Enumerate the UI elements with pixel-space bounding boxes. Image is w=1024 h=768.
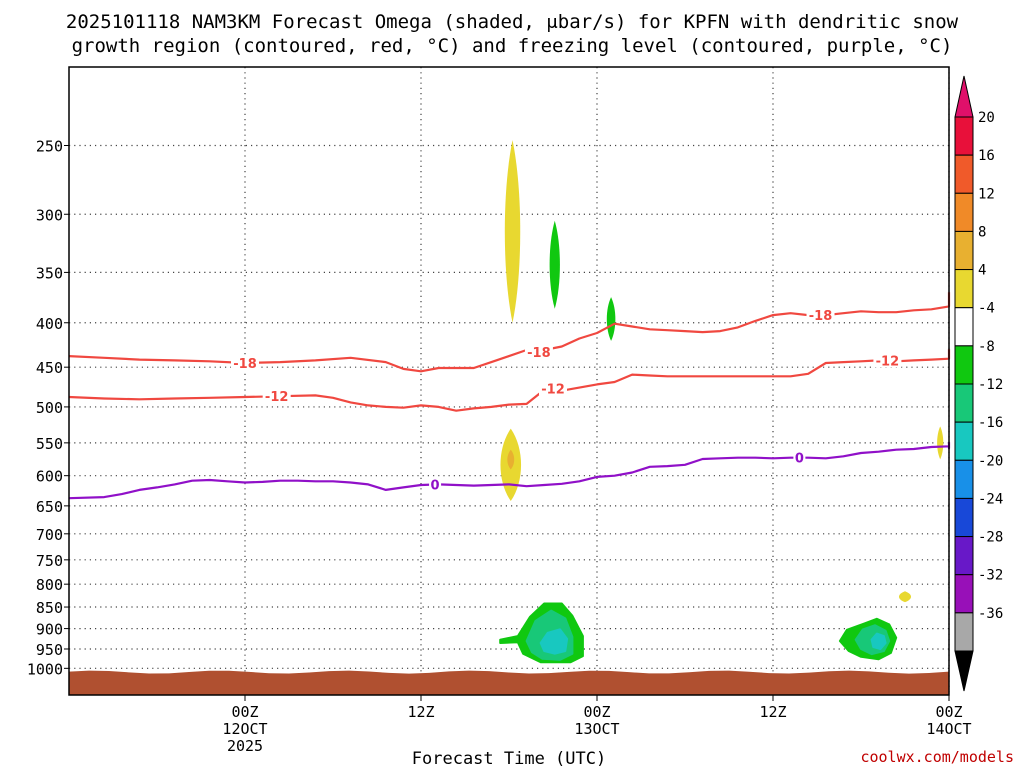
contour-label: -18 bbox=[809, 309, 833, 324]
omega-downward-lowlevel-2-band-3 bbox=[870, 632, 887, 650]
y-tick-label: 700 bbox=[36, 526, 63, 544]
watermark: coolwx.com/models bbox=[860, 748, 1014, 766]
y-tick-label: 650 bbox=[36, 498, 63, 516]
colorbar-label: 20 bbox=[978, 110, 995, 126]
contour-label-bg bbox=[231, 354, 259, 370]
colorbar-swatch bbox=[954, 536, 974, 576]
x-tick-label: 00Z bbox=[583, 703, 610, 721]
y-tick-label: 850 bbox=[36, 599, 63, 617]
y-tick-label: 450 bbox=[36, 359, 63, 377]
omega-downward-390mb bbox=[606, 297, 616, 341]
colorbar-label: 4 bbox=[978, 263, 986, 279]
contour-label: -12 bbox=[876, 354, 900, 369]
contour-label: 0 bbox=[795, 452, 804, 467]
contour-label-bg bbox=[873, 352, 902, 368]
colorbar-top-arrow bbox=[954, 75, 974, 118]
dgz-12-contour bbox=[68, 349, 951, 412]
y-tick-label: 600 bbox=[36, 468, 63, 486]
colorbar-label: -12 bbox=[978, 377, 1003, 393]
colorbar-label: -8 bbox=[978, 339, 995, 355]
y-tick-label: 750 bbox=[36, 552, 63, 570]
colorbar-swatch bbox=[954, 345, 974, 385]
contour-label-bg bbox=[793, 449, 806, 465]
y-tick-label: 950 bbox=[36, 641, 63, 659]
freezing-level-contour bbox=[68, 442, 951, 500]
colorbar-swatch bbox=[954, 459, 974, 499]
colorbar-label: -24 bbox=[978, 491, 1003, 507]
colorbar-label: 8 bbox=[978, 224, 986, 240]
contour-label: 0 bbox=[431, 478, 440, 493]
colorbar-swatch bbox=[954, 574, 974, 614]
colorbar-swatch bbox=[954, 154, 974, 194]
omega-shading-layer bbox=[500, 140, 944, 603]
x-tick-label: 00Z bbox=[231, 703, 258, 721]
x-tick-label: 00Z bbox=[935, 703, 962, 721]
y-tick-label: 550 bbox=[36, 435, 63, 453]
omega-downward-350mb bbox=[549, 220, 560, 309]
colorbar-swatch bbox=[954, 269, 974, 309]
omega-downward-lowlevel-1-band-3 bbox=[539, 628, 569, 655]
colorbar-swatch bbox=[954, 116, 974, 156]
plot-frame bbox=[68, 66, 950, 696]
colorbar-label: 16 bbox=[978, 148, 995, 164]
contour-label: -18 bbox=[527, 346, 551, 361]
y-tick-label: 800 bbox=[36, 576, 63, 594]
y-tick-label: 900 bbox=[36, 621, 63, 639]
colorbar-label: -36 bbox=[978, 606, 1003, 622]
terrain-layer bbox=[69, 670, 949, 695]
x-tick-label: 12Z bbox=[407, 703, 434, 721]
omega-upward-560mb-small bbox=[937, 426, 944, 460]
colorbar-swatch bbox=[954, 230, 974, 271]
chart-title-line-1: 2025101118 NAM3KM Forecast Omega (shaded… bbox=[66, 11, 959, 33]
colorbar-swatch bbox=[954, 383, 974, 423]
colorbar-swatch bbox=[954, 307, 974, 347]
colorbar: 20 16 12 8 4 -4 -8 -12 -16 -20 -24 -28 -32 -36 bbox=[954, 75, 1003, 692]
contour-labels: -18 -18 -18 -12 -12 -12 0 0 bbox=[231, 307, 902, 493]
y-tick-label: 400 bbox=[36, 315, 63, 333]
x-tick-label: 2025 bbox=[227, 737, 263, 755]
lowlevel-omega-layer bbox=[499, 602, 898, 664]
omega-upward-830mb-small bbox=[898, 591, 912, 603]
contour-label-bg bbox=[539, 380, 567, 396]
omega-upward-300mb bbox=[504, 140, 521, 323]
contour-label-bg bbox=[524, 343, 553, 359]
contour-label: -12 bbox=[541, 382, 565, 397]
omega-upward-585mb-inner bbox=[507, 449, 515, 470]
y-tick-label: 300 bbox=[36, 206, 63, 224]
contour-label: -18 bbox=[233, 357, 257, 372]
x-tick-label: 13OCT bbox=[574, 720, 619, 738]
x-tick-label: 12Z bbox=[759, 703, 786, 721]
contour-label: -12 bbox=[265, 390, 289, 405]
contour-layer bbox=[68, 292, 951, 500]
y-tick-label: 500 bbox=[36, 399, 63, 417]
contour-label-bg bbox=[429, 476, 442, 492]
colorbar-label: -4 bbox=[978, 301, 995, 317]
x-tick-label: 12OCT bbox=[222, 720, 267, 738]
dgz-18-contour bbox=[68, 292, 951, 373]
contour-label-bg bbox=[806, 307, 835, 323]
contour-label-bg bbox=[262, 388, 291, 404]
colorbar-bottom-arrow bbox=[954, 650, 974, 692]
y-axis: 250 300 350 400 450 500 550 600 650 700 750 800 850 9… bbox=[27, 138, 69, 678]
colorbar-label: 12 bbox=[978, 186, 995, 202]
y-tick-label: 250 bbox=[36, 138, 63, 156]
colorbar-swatch bbox=[954, 192, 974, 232]
colorbar-swatch bbox=[954, 612, 974, 652]
colorbar-label: -16 bbox=[978, 415, 1003, 431]
colorbar-label: -32 bbox=[978, 568, 1003, 584]
colorbar-label: -20 bbox=[978, 453, 1003, 469]
gridlines bbox=[69, 67, 950, 695]
y-tick-label: 1000 bbox=[27, 660, 63, 678]
x-axis-label: Forecast Time (UTC) bbox=[412, 749, 606, 768]
colorbar-label: -28 bbox=[978, 530, 1003, 546]
y-tick-label: 350 bbox=[36, 264, 63, 282]
terrain-fill bbox=[69, 670, 949, 695]
x-tick-label: 14OCT bbox=[926, 720, 971, 738]
chart-title-line-2: growth region (contoured, red, °C) and f… bbox=[72, 35, 953, 57]
colorbar-swatch bbox=[954, 497, 974, 538]
colorbar-swatch bbox=[954, 421, 974, 461]
